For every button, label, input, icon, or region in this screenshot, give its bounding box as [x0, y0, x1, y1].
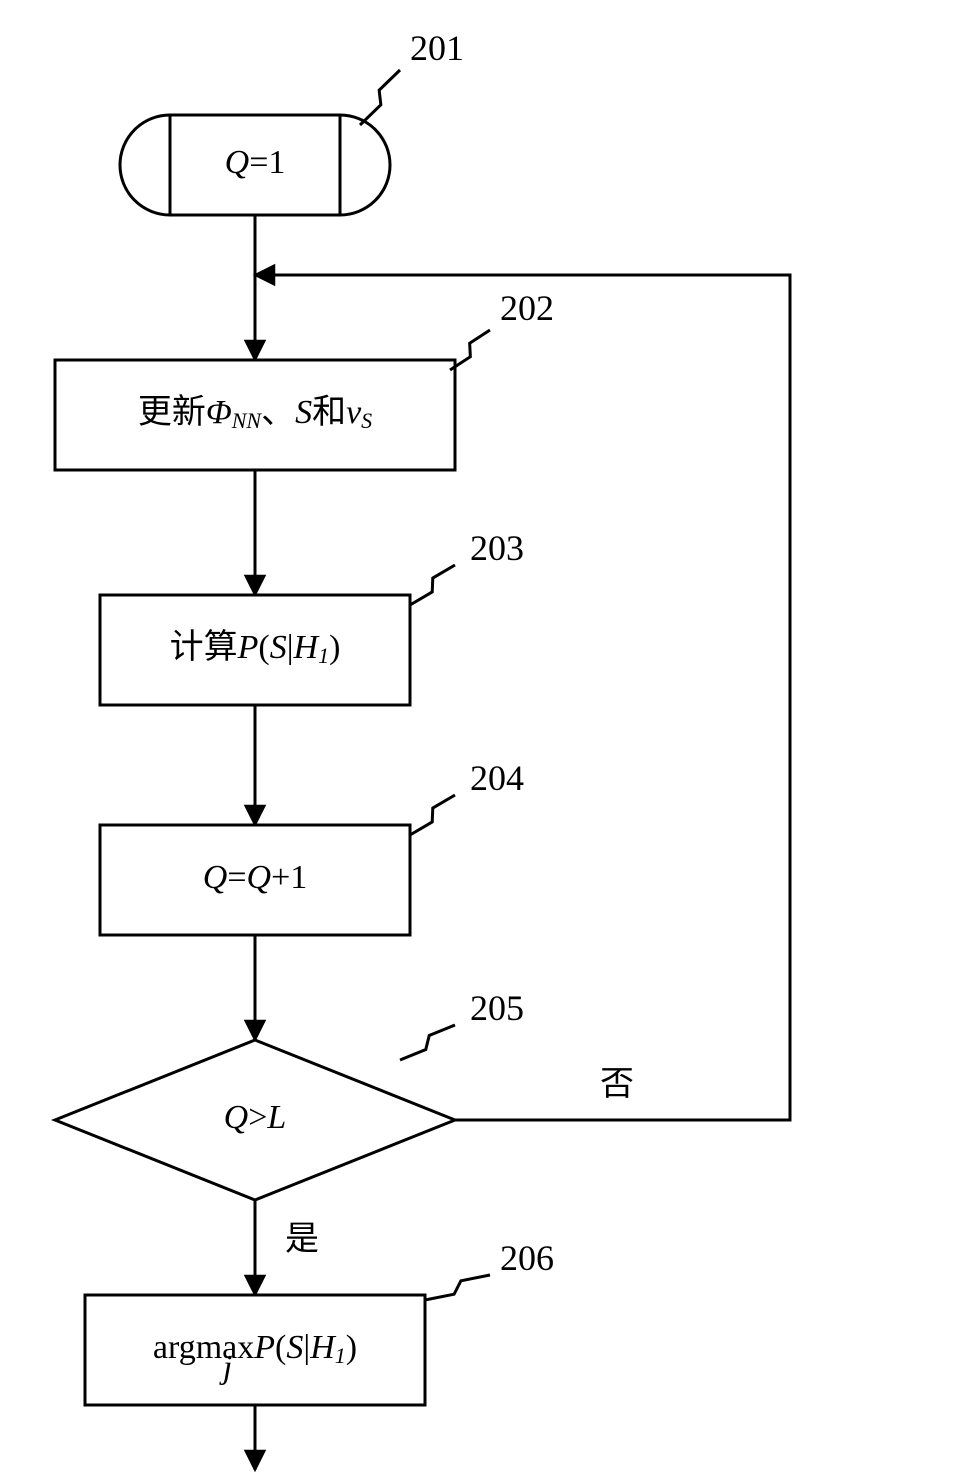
ref-number: 205	[470, 988, 524, 1028]
edge-label: 是	[285, 1221, 319, 1258]
flowchart-diagram: 是 否 Q=1 更新ΦNN、S和vS 计算P(S|H1) Q=Q+1 Q>L argmaxP…	[0, 0, 969, 1478]
ref-number: 204	[470, 758, 524, 798]
ref-number: 202	[500, 288, 554, 328]
ref-number: 201	[410, 28, 464, 68]
node-n205: Q>L	[55, 1040, 455, 1200]
node-label: 计算P(S|H1)	[170, 628, 341, 668]
node-n203: 计算P(S|H1)	[100, 595, 410, 705]
node-label: Q>L	[224, 1099, 287, 1136]
ref-tick	[400, 1025, 455, 1060]
ref-tick	[360, 70, 400, 125]
ref-tick	[410, 795, 455, 835]
node-label: Q=Q+1	[203, 859, 308, 896]
ref-number: 203	[470, 528, 524, 568]
edge-label: 否	[600, 1066, 634, 1103]
ref-number: 206	[500, 1238, 554, 1278]
ref-tick	[410, 565, 455, 605]
ref-tick	[425, 1275, 490, 1300]
node-label: Q=1	[225, 144, 286, 181]
node-n206: argmaxP(S|H1)j	[85, 1295, 425, 1405]
node-n204: Q=Q+1	[100, 825, 410, 935]
node-label: argmaxP(S|H1)	[153, 1329, 357, 1368]
node-n202: 更新ΦNN、S和vS	[55, 360, 455, 470]
node-n201: Q=1	[120, 115, 390, 215]
